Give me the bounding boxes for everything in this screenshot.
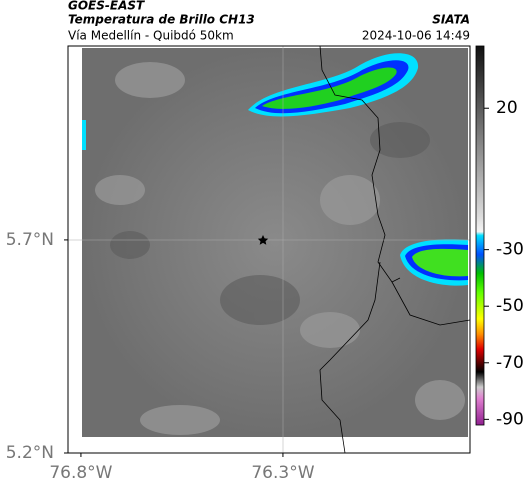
- colorbar-tick-label: 20: [496, 98, 518, 118]
- colorbar-tick-label: -30: [496, 240, 524, 260]
- colorbar-tick-label: -50: [496, 296, 524, 316]
- datetime: 2024-10-06 14:49: [362, 29, 470, 43]
- y-tick-label: 5.7°N: [6, 230, 54, 250]
- city-marker: [257, 235, 269, 245]
- agency: SIATA: [432, 13, 470, 27]
- colorbar-tick-label: -90: [496, 409, 524, 429]
- x-tick-label: 76.3°W: [251, 463, 314, 483]
- colorbar-tick-label: -70: [496, 353, 524, 373]
- colorbar: [475, 45, 485, 426]
- x-tick-label: 76.8°W: [49, 463, 112, 483]
- map: [67, 45, 471, 454]
- subtitle: Vía Medellín - Quibdó 50km: [68, 29, 234, 43]
- title: Temperatura de Brillo CH13: [68, 13, 255, 27]
- source: GOES-EAST: [68, 0, 145, 13]
- y-tick-label: 5.2°N: [6, 443, 54, 463]
